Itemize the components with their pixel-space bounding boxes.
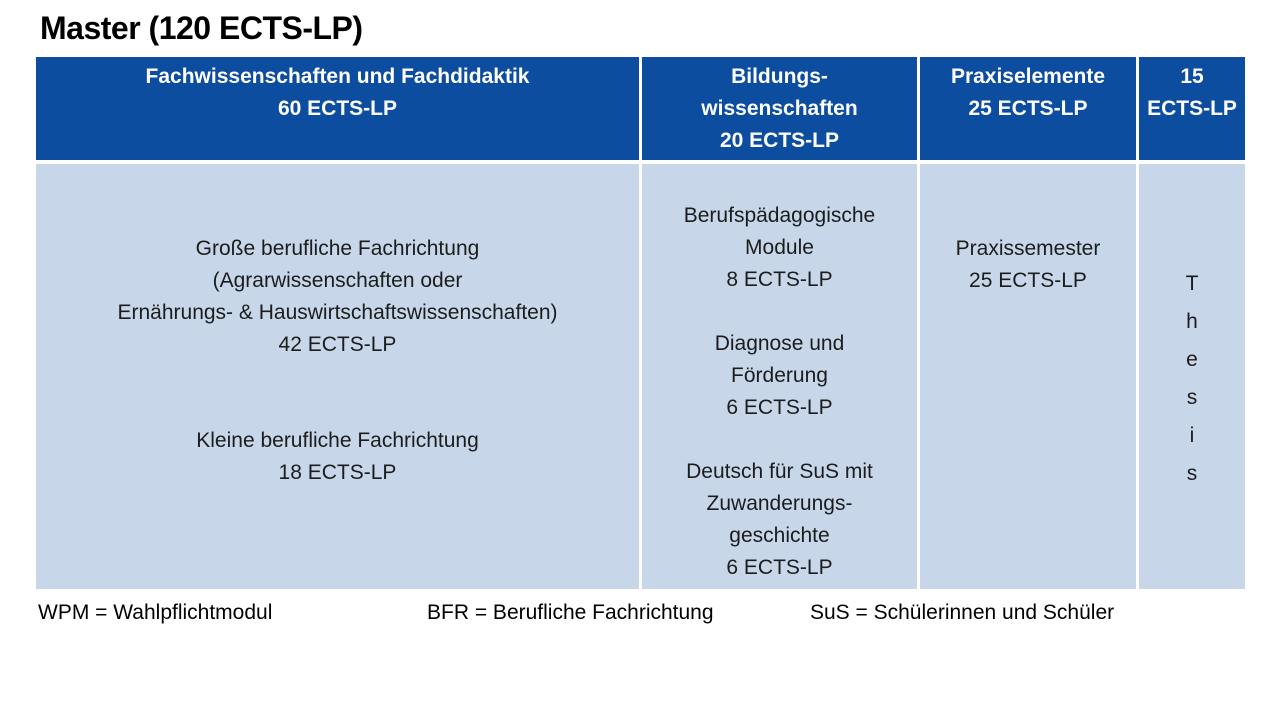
header-cell-fachwissenschaften: Fachwissenschaften und Fachdidaktik 60 E… bbox=[36, 57, 642, 160]
praxissemester-block: Praxissemester 25 ECTS-LP bbox=[920, 233, 1136, 297]
header-cell-thesis-ects: 15 ECTS-LP bbox=[1139, 57, 1245, 160]
page-title: Master (120 ECTS-LP) bbox=[40, 10, 363, 46]
cell-fachwissenschaften: Große berufliche Fachrichtung (Agrarwiss… bbox=[36, 164, 642, 589]
header-line: 60 ECTS-LP bbox=[277, 97, 398, 120]
cell-line: Große berufliche Fachrichtung bbox=[195, 237, 480, 260]
header-line: Fachwissenschaften und Fachdidaktik bbox=[145, 65, 530, 88]
deutsch-fuer-sus-block: Deutsch für SuS mit Zuwanderungs- geschi… bbox=[642, 456, 917, 584]
diagnose-und-foerderung-block: Diagnose und Förderung 6 ECTS-LP bbox=[642, 328, 917, 424]
cell-bildungswissenschaften: Berufspädagogische Module 8 ECTS-LP Diag… bbox=[642, 164, 920, 589]
cell-line: 25 ECTS-LP bbox=[969, 269, 1087, 292]
header-cell-praxiselemente: Praxiselemente 25 ECTS-LP bbox=[920, 57, 1139, 160]
cell-line: 8 ECTS-LP bbox=[726, 268, 833, 291]
cell-line: 6 ECTS-LP bbox=[726, 396, 833, 419]
header-line: wissenschaften bbox=[701, 97, 858, 120]
header-line: 25 ECTS-LP bbox=[968, 97, 1088, 120]
cell-line: Ernährungs- & Hauswirtschaftswissenschaf… bbox=[117, 301, 558, 324]
table-body-row: Große berufliche Fachrichtung (Agrarwiss… bbox=[36, 164, 1245, 589]
cell-line: (Agrarwissenschaften oder bbox=[212, 269, 463, 292]
cell-line: Förderung bbox=[731, 364, 828, 387]
berufspaedagogische-module-block: Berufspädagogische Module 8 ECTS-LP bbox=[642, 200, 917, 296]
cell-line: Deutsch für SuS mit bbox=[686, 460, 873, 483]
cell-praxiselemente: Praxissemester 25 ECTS-LP bbox=[920, 164, 1139, 589]
cell-line: Praxissemester bbox=[955, 237, 1101, 260]
cell-line: geschichte bbox=[729, 524, 830, 547]
cell-line: Module bbox=[745, 236, 814, 259]
legend-item-bfr: BFR = Berufliche Fachrichtung bbox=[427, 601, 714, 624]
cell-line: Zuwanderungs- bbox=[706, 492, 853, 515]
cell-line: 18 ECTS-LP bbox=[278, 461, 397, 484]
cell-line: Kleine berufliche Fachrichtung bbox=[196, 429, 479, 452]
abbreviation-legend: WPM = Wahlpflichtmodul BFR = Berufliche … bbox=[0, 601, 1280, 631]
ects-table: Fachwissenschaften und Fachdidaktik 60 E… bbox=[36, 57, 1245, 589]
header-line: Bildungs- bbox=[731, 65, 828, 88]
cell-line: Berufspädagogische bbox=[683, 204, 876, 227]
header-line: ECTS-LP bbox=[1147, 97, 1237, 120]
header-cell-bildungswissenschaften: Bildungs- wissenschaften 20 ECTS-LP bbox=[642, 57, 920, 160]
cell-line: 42 ECTS-LP bbox=[278, 333, 397, 356]
header-line: Praxiselemente bbox=[950, 65, 1106, 88]
legend-item-wpm: WPM = Wahlpflichtmodul bbox=[38, 601, 273, 624]
kleine-berufliche-fachrichtung-block: Kleine berufliche Fachrichtung 18 ECTS-L… bbox=[36, 425, 639, 489]
table-header-row: Fachwissenschaften und Fachdidaktik 60 E… bbox=[36, 57, 1245, 160]
grosse-berufliche-fachrichtung-block: Große berufliche Fachrichtung (Agrarwiss… bbox=[36, 233, 639, 361]
header-line: 20 ECTS-LP bbox=[719, 129, 840, 152]
cell-line: Diagnose und bbox=[714, 332, 845, 355]
cell-line: 6 ECTS-LP bbox=[726, 556, 833, 579]
header-line: 15 bbox=[1180, 65, 1204, 88]
legend-item-sus: SuS = Schülerinnen und Schüler bbox=[810, 601, 1115, 624]
